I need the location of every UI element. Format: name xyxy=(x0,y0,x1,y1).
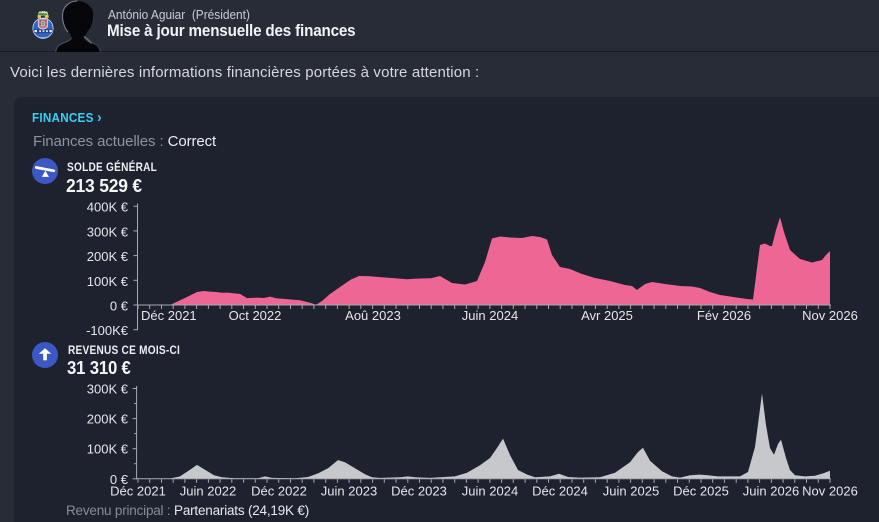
svg-text:0 €: 0 € xyxy=(110,472,129,487)
svg-text:Déc 2023: Déc 2023 xyxy=(391,484,447,499)
svg-text:Juin 2024: Juin 2024 xyxy=(462,308,518,323)
svg-text:Nov 2026: Nov 2026 xyxy=(802,484,858,499)
svg-text:300K €: 300K € xyxy=(87,224,129,239)
svg-text:Oct 2022: Oct 2022 xyxy=(229,308,282,323)
svg-text:Déc 2021: Déc 2021 xyxy=(110,484,166,499)
svg-text:100K €: 100K € xyxy=(87,442,129,457)
svg-text:Juin 2022: Juin 2022 xyxy=(180,484,236,499)
svg-text:Déc 2024: Déc 2024 xyxy=(532,484,588,499)
svg-text:Déc 2022: Déc 2022 xyxy=(251,484,307,499)
svg-text:Déc 2021: Déc 2021 xyxy=(141,308,197,323)
svg-text:Juin 2024: Juin 2024 xyxy=(462,484,518,499)
svg-text:-100K€: -100K€ xyxy=(86,323,129,338)
svg-text:Aoû 2023: Aoû 2023 xyxy=(345,308,401,323)
svg-text:Nov 2026: Nov 2026 xyxy=(802,308,858,323)
svg-text:Juin 2026: Juin 2026 xyxy=(743,484,799,499)
svg-text:Déc 2025: Déc 2025 xyxy=(673,484,729,499)
svg-text:Juin 2023: Juin 2023 xyxy=(321,484,377,499)
svg-text:200K €: 200K € xyxy=(87,412,129,427)
svg-text:Avr 2025: Avr 2025 xyxy=(581,308,633,323)
svg-text:300K €: 300K € xyxy=(87,382,129,397)
svg-text:Fév 2026: Fév 2026 xyxy=(697,308,751,323)
svg-text:400K €: 400K € xyxy=(87,200,129,215)
svg-text:100K €: 100K € xyxy=(87,274,129,289)
svg-text:Juin 2025: Juin 2025 xyxy=(603,484,659,499)
svg-text:0 €: 0 € xyxy=(110,299,129,314)
svg-text:200K €: 200K € xyxy=(87,249,129,264)
